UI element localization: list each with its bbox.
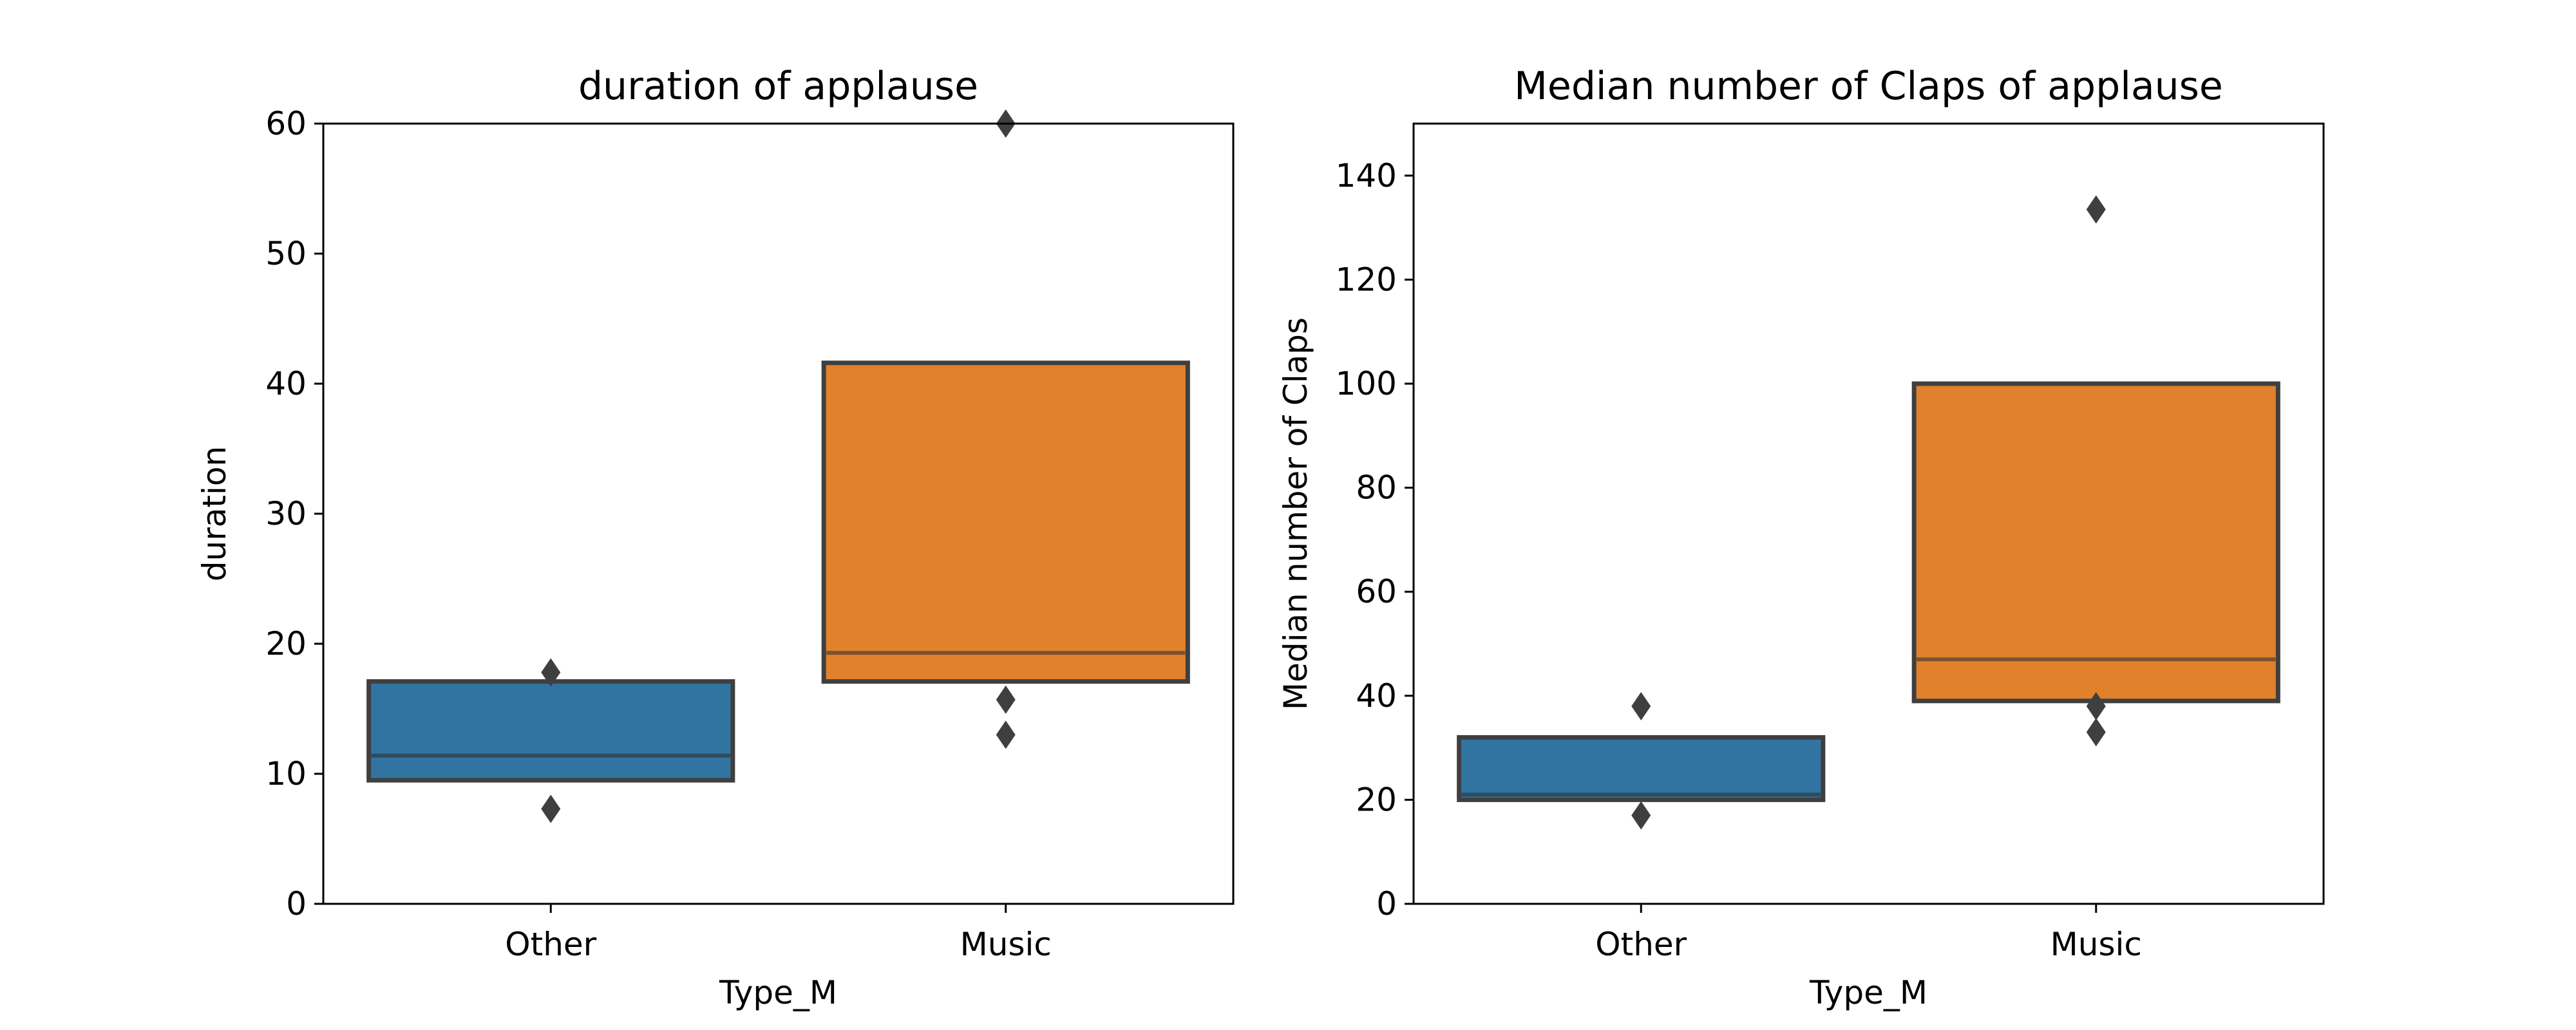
y-tick-label: 40 [265,365,307,402]
chart-title: duration of applause [578,64,978,109]
axes-frame [1412,122,2325,905]
x-axis-label: Type_M [1809,974,1927,1011]
y-tick-label: 40 [1356,677,1397,715]
y-tick-label: 60 [265,105,307,142]
y-tick-label: 20 [265,625,307,662]
y-tick-label: 0 [1376,885,1397,922]
outlier-point [2086,195,2106,224]
outlier-point [1631,691,1651,720]
x-tick-label: Other [1595,926,1687,963]
outlier-point [541,658,561,687]
outlier-point [1631,801,1651,830]
box-other [366,679,735,783]
y-tick-label: 120 [1336,261,1397,298]
box-music [821,360,1190,684]
subplot-duration: 0 10 20 30 40 50 60 Other Music duration of appla… [196,64,1235,1011]
outlier-point [541,794,561,823]
y-tick-label: 60 [1356,573,1397,610]
subplot-median-claps: 0 20 40 60 80 100 120 140 Other Music Median numbe… [1277,64,2325,1011]
y-tick-label: 100 [1336,365,1397,402]
y-tick-label: 0 [286,885,307,922]
x-axis-label: Type_M [719,974,837,1011]
box-other [1457,735,1826,802]
y-tick-label: 140 [1336,157,1397,194]
y-axis-label: Median number of Claps [1277,317,1314,710]
outlier-point [2086,718,2106,747]
y-tick-label: 80 [1356,469,1397,507]
y-tick-label: 20 [1356,781,1397,818]
x-tick-label: Other [505,926,596,963]
outlier-point [2086,691,2106,720]
chart-title: Median number of Claps of applause [1514,64,2223,109]
y-tick-label: 10 [265,755,307,792]
x-tick-label: Music [960,926,1052,963]
outlier-point [996,685,1016,714]
outlier-point [996,720,1016,749]
box-music [1911,381,2280,704]
y-tick-label: 30 [265,495,307,532]
x-tick-label: Music [2050,926,2142,963]
y-tick-label: 50 [265,235,307,272]
y-axis-label: duration [196,446,233,581]
